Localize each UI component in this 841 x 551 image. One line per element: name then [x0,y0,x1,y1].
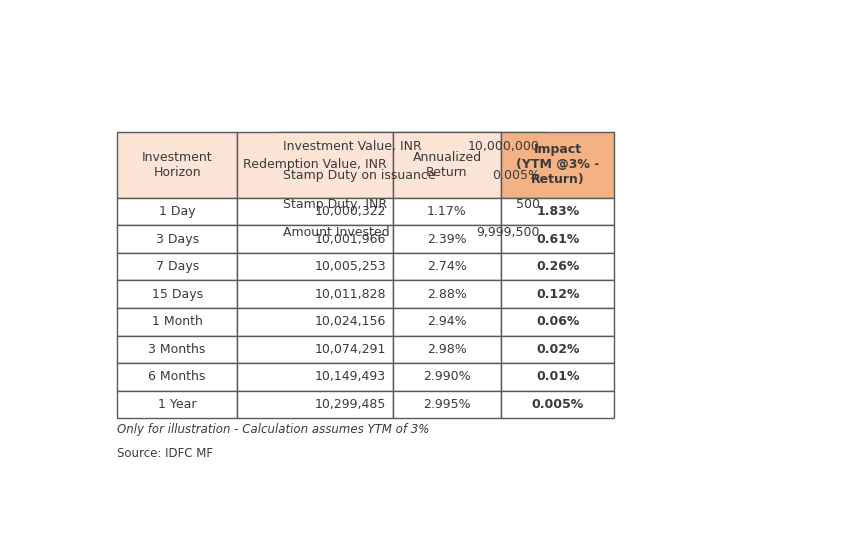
Text: Impact
(YTM @3% -
Return): Impact (YTM @3% - Return) [516,143,600,186]
Bar [237,308,393,336]
Bar [117,253,237,280]
Bar [117,308,237,336]
Text: 1 Year: 1 Year [158,398,197,411]
Text: 10,000,000: 10,000,000 [468,140,540,153]
Text: 2.88%: 2.88% [427,288,467,301]
Text: 15 Days: 15 Days [151,288,203,301]
Bar [278,161,444,190]
Bar [278,218,444,247]
Bar [393,253,501,280]
Bar [237,336,393,363]
Text: Annualized
Return: Annualized Return [412,151,482,179]
Text: 2.990%: 2.990% [423,370,471,383]
Text: 2.39%: 2.39% [427,233,467,246]
Bar [117,132,237,198]
Text: 2.94%: 2.94% [427,315,467,328]
Bar [501,308,614,336]
Bar [501,198,614,225]
Text: Amount Invested: Amount Invested [283,226,389,239]
Bar [393,363,501,391]
Text: 2.74%: 2.74% [427,260,467,273]
Bar [444,190,545,218]
Bar [444,218,545,247]
Text: 10,000,322: 10,000,322 [315,205,386,218]
Bar [393,336,501,363]
Text: 10,074,291: 10,074,291 [315,343,386,356]
Bar [393,198,501,225]
Bar [393,280,501,308]
Bar [278,132,444,161]
Text: 10,024,156: 10,024,156 [315,315,386,328]
Text: 0.005%: 0.005% [532,398,584,411]
Bar [278,190,444,218]
Text: 0.61%: 0.61% [536,233,579,246]
Bar [393,225,501,253]
Bar [444,132,545,161]
Text: 10,001,966: 10,001,966 [315,233,386,246]
Text: Redemption Value, INR: Redemption Value, INR [243,158,387,171]
Bar [237,198,393,225]
Text: 0.005%: 0.005% [492,169,540,182]
Bar [237,391,393,418]
Bar [501,280,614,308]
Text: 0.06%: 0.06% [536,315,579,328]
Text: 1.17%: 1.17% [427,205,467,218]
Bar [393,391,501,418]
Bar [117,336,237,363]
Text: 3 Months: 3 Months [149,343,206,356]
Text: 10,011,828: 10,011,828 [315,288,386,301]
Text: 1.83%: 1.83% [537,205,579,218]
Text: 0.12%: 0.12% [536,288,579,301]
Text: 10,299,485: 10,299,485 [315,398,386,411]
Text: 10,149,493: 10,149,493 [315,370,386,383]
Bar [393,132,501,198]
Text: 10,005,253: 10,005,253 [315,260,386,273]
Bar [237,132,393,198]
Bar [501,336,614,363]
Text: 0.01%: 0.01% [536,370,579,383]
Bar [393,308,501,336]
Text: 0.26%: 0.26% [536,260,579,273]
Bar [117,363,237,391]
Text: 0.02%: 0.02% [536,343,579,356]
Bar [117,198,237,225]
Bar [237,225,393,253]
Text: 500: 500 [516,197,540,210]
Bar [237,280,393,308]
Bar [501,225,614,253]
Bar [237,253,393,280]
Bar [501,363,614,391]
Bar [444,161,545,190]
Text: 2.98%: 2.98% [427,343,467,356]
Text: Only for illustration - Calculation assumes YTM of 3%: Only for illustration - Calculation assu… [117,423,429,436]
Text: 1 Month: 1 Month [151,315,203,328]
Text: 6 Months: 6 Months [149,370,206,383]
Text: 1 Day: 1 Day [159,205,195,218]
Bar [117,225,237,253]
Text: Stamp Duty, INR: Stamp Duty, INR [283,197,387,210]
Bar [501,253,614,280]
Text: Investment Value, INR: Investment Value, INR [283,140,422,153]
Bar [117,280,237,308]
Bar [501,391,614,418]
Bar [237,363,393,391]
Text: 7 Days: 7 Days [156,260,198,273]
Bar [501,132,614,198]
Bar [117,391,237,418]
Text: Investment
Horizon: Investment Horizon [142,151,213,179]
Text: 3 Days: 3 Days [156,233,198,246]
Text: 9,999,500: 9,999,500 [476,226,540,239]
Text: 2.995%: 2.995% [423,398,471,411]
Text: Source: IDFC MF: Source: IDFC MF [117,447,213,460]
Text: Stamp Duty on issuance: Stamp Duty on issuance [283,169,436,182]
